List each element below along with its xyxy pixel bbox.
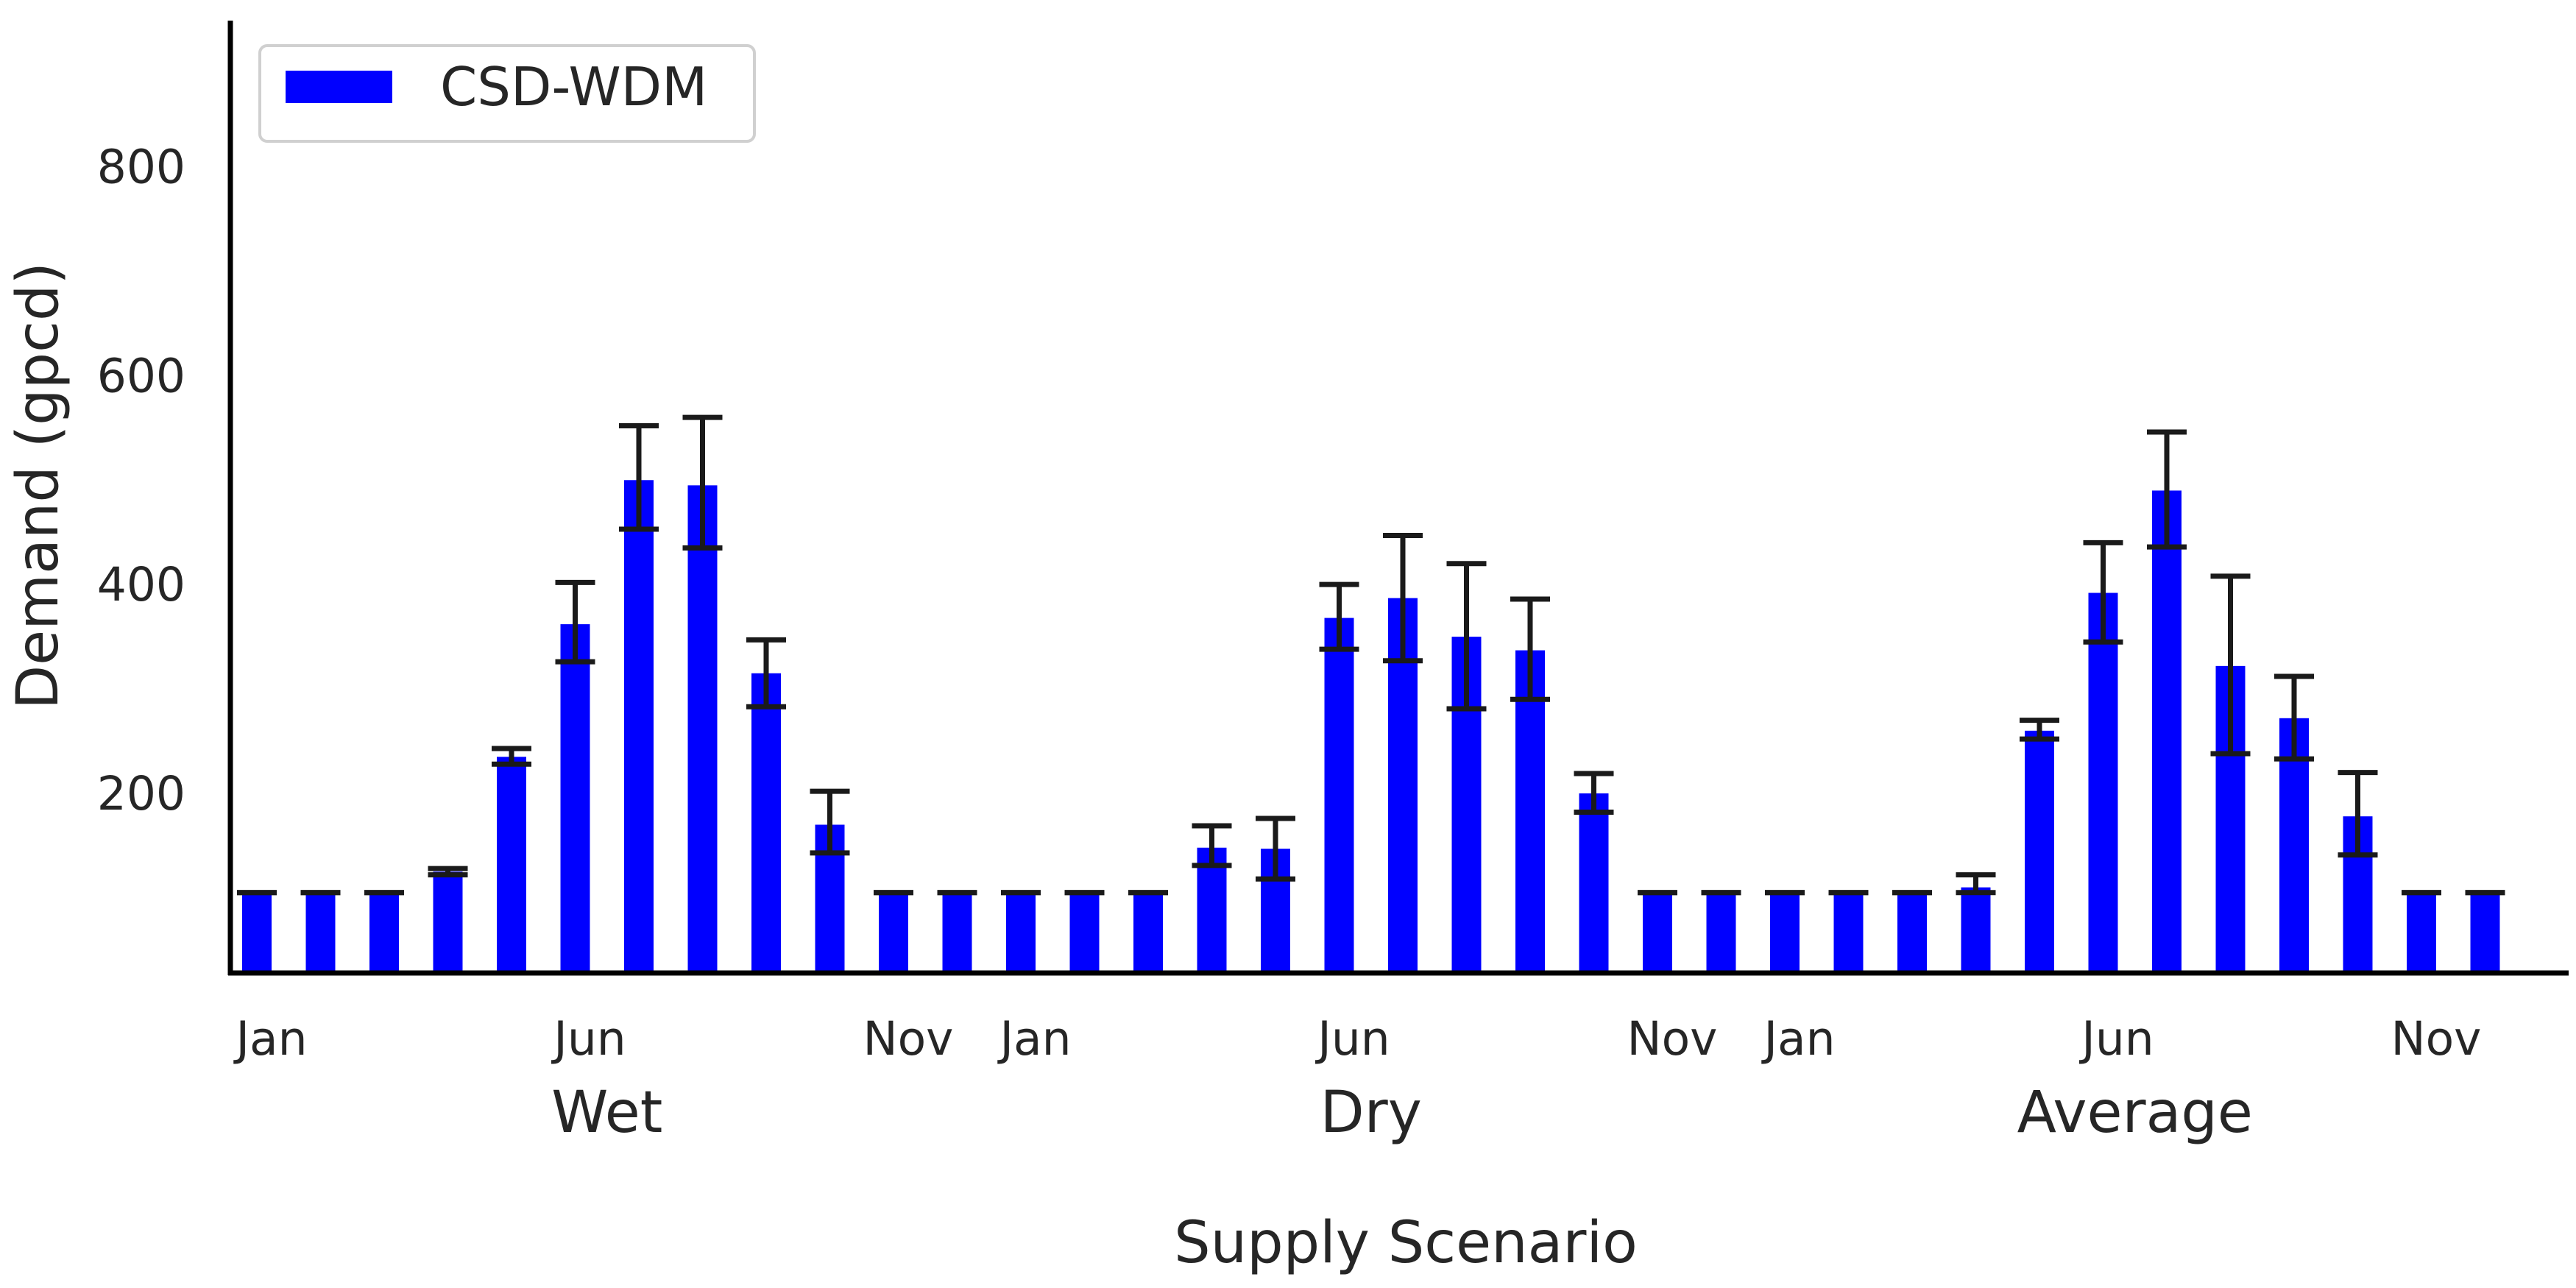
bar-wet-sep — [751, 673, 781, 973]
bar-wet-feb — [305, 892, 336, 973]
bar-average-may — [2025, 730, 2054, 973]
scenario-labels: Wet Dry Average — [551, 1080, 2253, 1146]
x-tick-label: Jan — [233, 1012, 307, 1066]
x-tick-label: Jan — [997, 1012, 1071, 1066]
error-bar — [1319, 581, 1359, 652]
scenario-label-average: Average — [2017, 1080, 2253, 1146]
error-bar — [2020, 718, 2059, 742]
x-axis-title: Supply Scenario — [1174, 1210, 1638, 1276]
bar-wet-may — [497, 757, 526, 973]
y-tick-label: 200 — [97, 767, 185, 821]
y-tick-label: 400 — [97, 558, 185, 612]
bar-average-apr — [1961, 887, 1991, 973]
bar-wet-jul — [624, 480, 654, 973]
y-axis-ticks: 200 400 600 800 — [97, 141, 185, 821]
error-bar — [555, 579, 595, 665]
error-bar — [1510, 596, 1550, 702]
error-bar — [619, 423, 659, 532]
x-tick-label: Jun — [2078, 1012, 2154, 1066]
error-bar — [1192, 823, 1232, 868]
bar-dry-jan — [1006, 892, 1036, 973]
x-tick-label: Nov — [1627, 1012, 1718, 1066]
bar-dry-oct — [1579, 793, 1609, 973]
bars-layer — [242, 480, 2500, 973]
legend-swatch — [286, 71, 392, 103]
error-bar — [810, 788, 850, 856]
x-tick-label: Jun — [1314, 1012, 1390, 1066]
error-bar — [746, 637, 786, 710]
bar-average-dec — [2470, 892, 2500, 973]
y-tick-label: 600 — [97, 349, 185, 403]
bar-wet-jan — [242, 892, 272, 973]
scenario-label-wet: Wet — [551, 1080, 662, 1146]
error-bars-layer — [237, 414, 2505, 896]
error-bar — [1383, 532, 1423, 664]
bar-wet-jun — [560, 624, 590, 973]
legend-frame — [258, 44, 756, 143]
bar-wet-mar — [369, 892, 399, 973]
error-bar — [682, 414, 723, 551]
error-bar — [1256, 815, 1295, 882]
error-bar — [2083, 539, 2123, 645]
x-tick-label: Nov — [2391, 1012, 2482, 1066]
error-bar — [492, 746, 531, 767]
bar-dry-dec — [1706, 892, 1736, 973]
bar-average-jul — [2152, 490, 2182, 973]
bar-average-nov — [2407, 892, 2436, 973]
legend-label: CSD-WDM — [440, 56, 707, 118]
y-tick-label: 800 — [97, 141, 185, 194]
x-axis-ticks: Jan Jun Nov Jan Jun Nov Jan Jun Nov — [233, 1012, 2481, 1066]
bar-dry-sep — [1515, 650, 1545, 973]
legend: CSD-WDM — [258, 44, 756, 143]
error-bar — [2274, 673, 2314, 762]
bar-dry-mar — [1133, 892, 1163, 973]
error-bar — [1446, 561, 1487, 712]
bar-dry-jun — [1324, 618, 1354, 973]
bar-wet-aug — [687, 485, 718, 973]
bar-average-jun — [2088, 592, 2118, 973]
x-tick-label: Nov — [863, 1012, 954, 1066]
error-bar — [1574, 771, 1614, 815]
bar-dry-feb — [1069, 892, 1100, 973]
x-tick-label: Jan — [1761, 1012, 1835, 1066]
scenario-label-dry: Dry — [1320, 1080, 1422, 1146]
y-axis-title: Demand (gpcd) — [5, 262, 71, 710]
bar-average-mar — [1897, 892, 1927, 973]
error-bar — [2338, 770, 2378, 858]
error-bar — [1956, 872, 1996, 896]
error-bar — [428, 866, 468, 878]
error-bar — [2210, 573, 2251, 757]
bar-dry-nov — [1643, 892, 1672, 973]
bar-average-feb — [1833, 892, 1864, 973]
bar-wet-apr — [433, 871, 463, 973]
bar-wet-nov — [879, 892, 908, 973]
error-bar — [2147, 429, 2187, 550]
bar-average-jan — [1770, 892, 1800, 973]
x-tick-label: Jun — [551, 1012, 626, 1066]
bar-wet-dec — [942, 892, 972, 973]
bar-dry-apr — [1197, 847, 1227, 973]
